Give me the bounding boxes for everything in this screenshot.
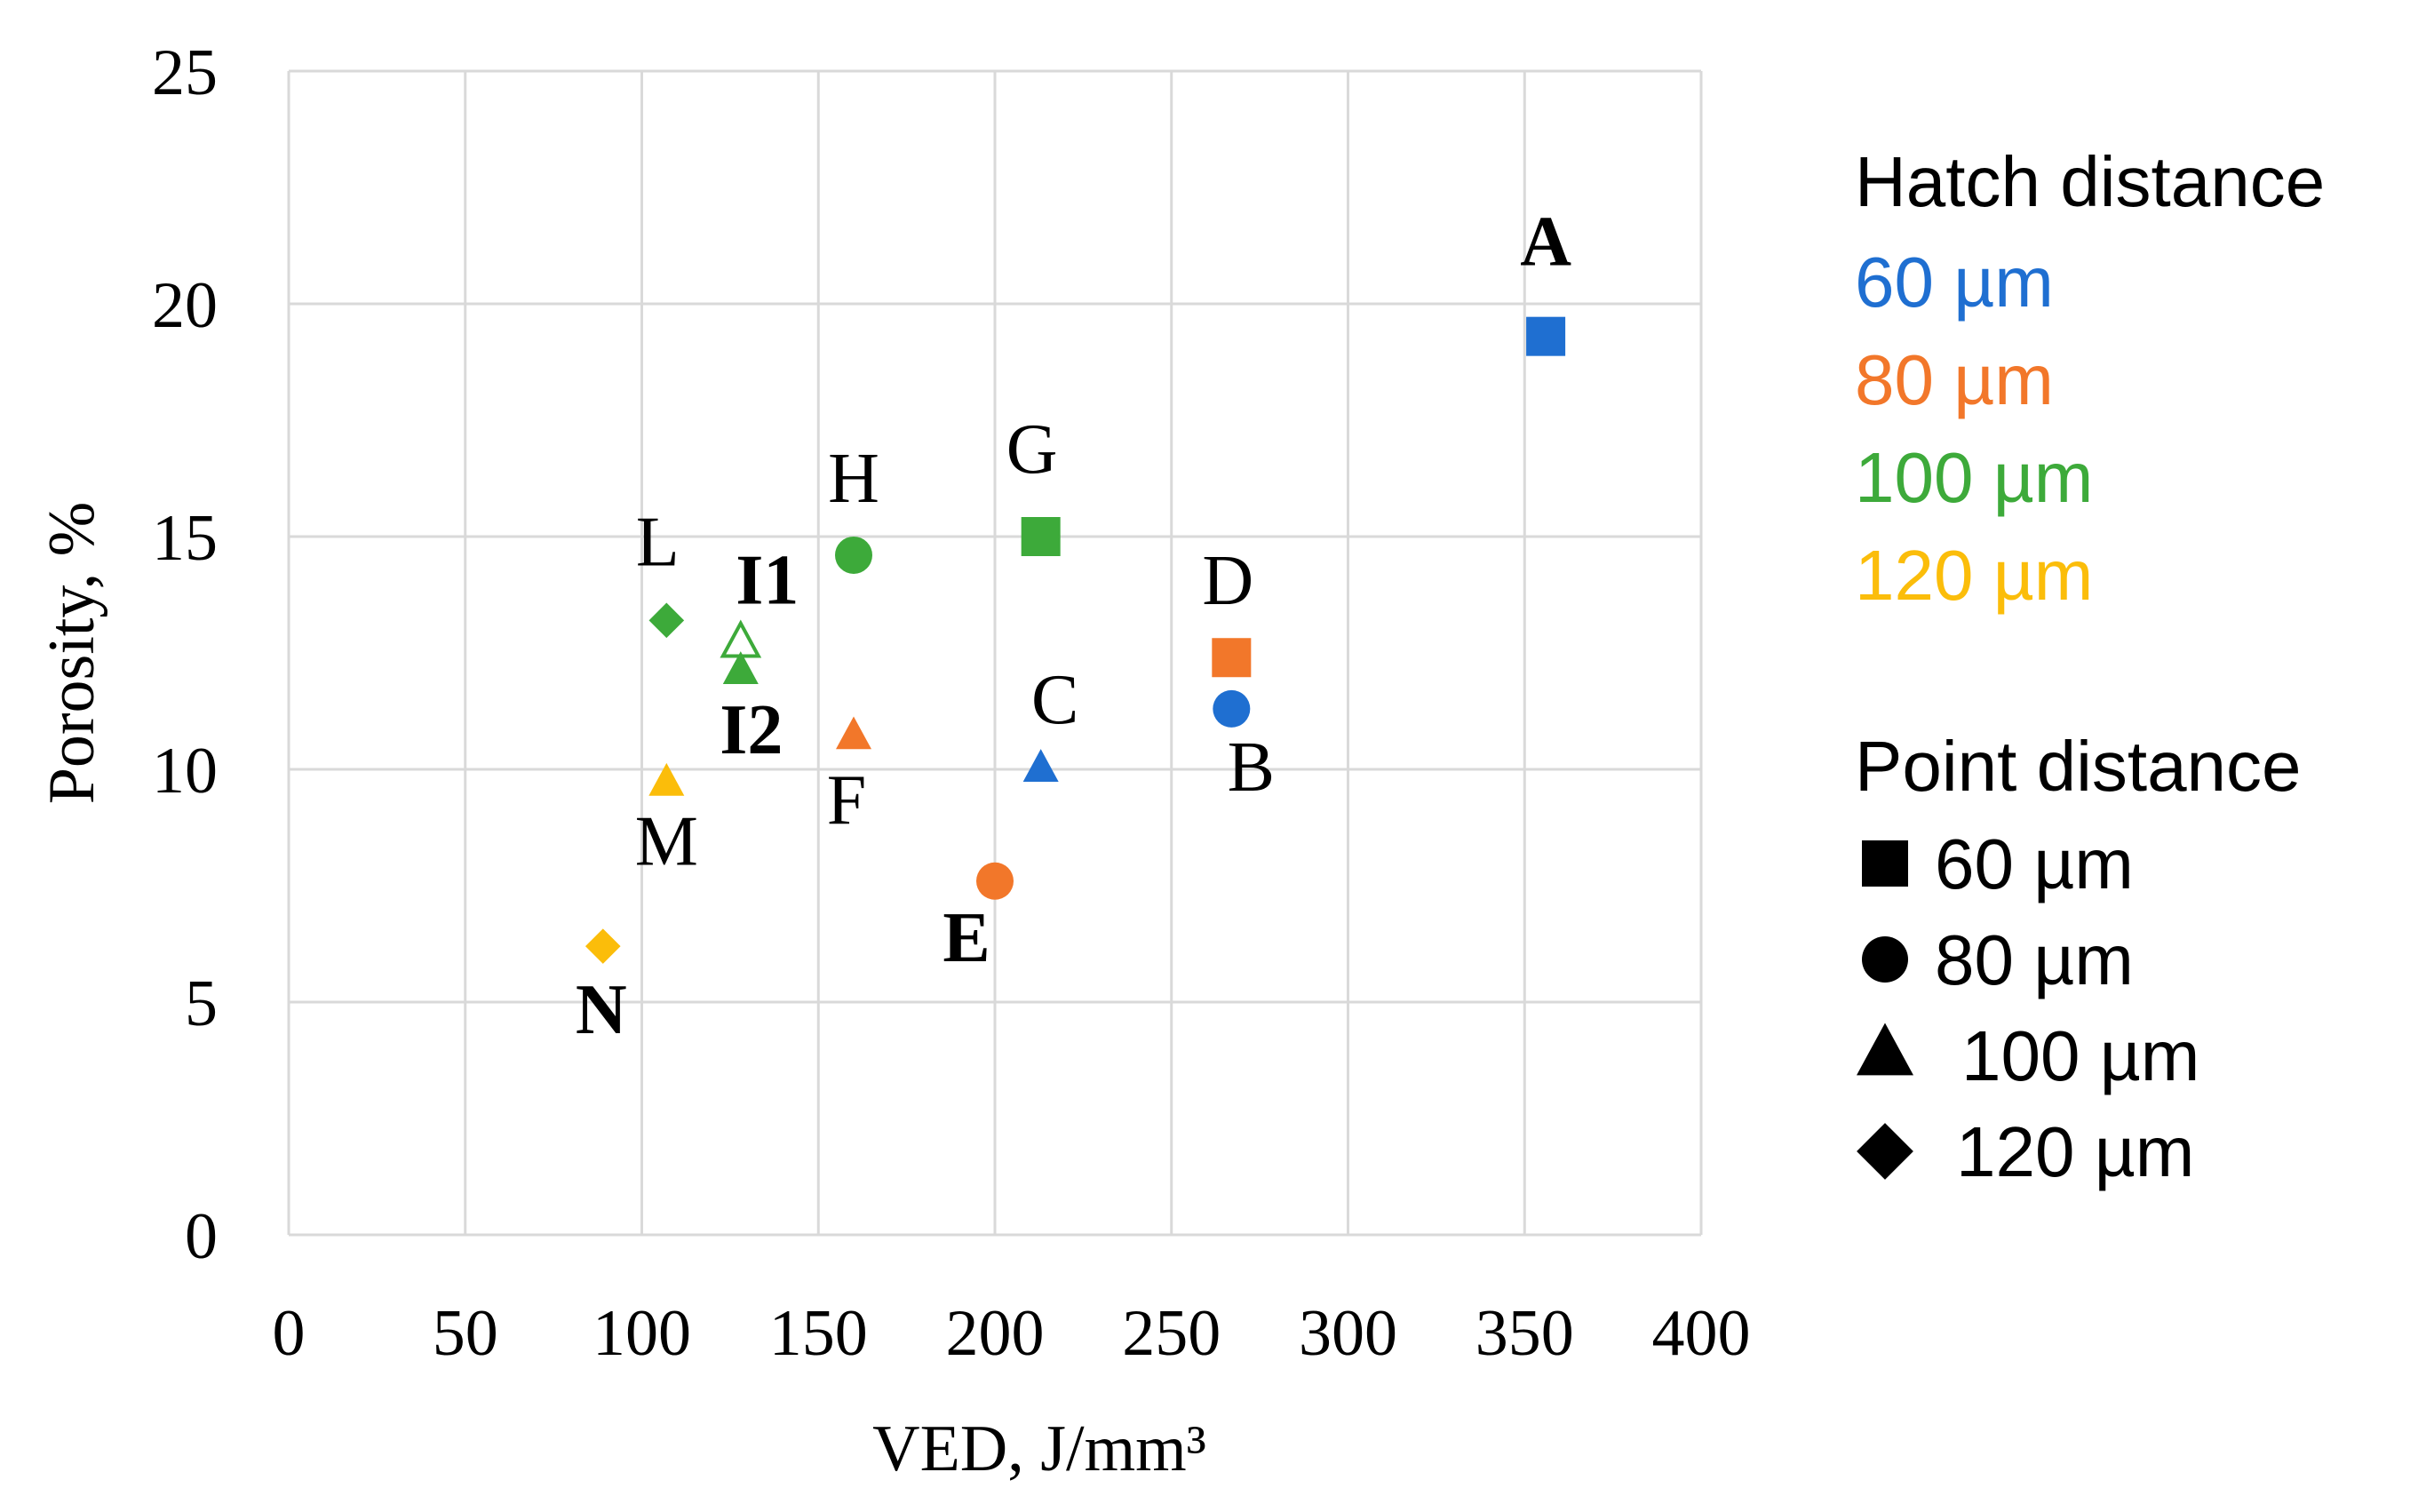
- point-label-l: L: [636, 503, 680, 581]
- x-tick-label: 400: [1652, 1297, 1751, 1370]
- point-label-e: E: [943, 899, 990, 977]
- point-l-marker: [648, 602, 685, 639]
- legend-hatch-entry: 60 µm: [1855, 243, 2054, 322]
- y-tick-label: 20: [152, 269, 218, 342]
- legend-point-entry: 80 µm: [1935, 920, 2134, 999]
- point-e-marker: [976, 862, 1014, 900]
- point-label-c: C: [1031, 661, 1078, 739]
- x-tick-label: 0: [273, 1297, 306, 1370]
- legend-point-entry: 60 µm: [1935, 824, 2134, 903]
- x-tick-label: 250: [1122, 1297, 1221, 1370]
- x-axis-label: VED, J/mm³: [872, 1413, 1206, 1485]
- y-tick-label: 0: [185, 1200, 218, 1273]
- point-label-b: B: [1228, 728, 1275, 807]
- point-label-f: F: [827, 761, 867, 840]
- legend-square-icon: [1862, 840, 1908, 887]
- x-tick-labels: 0 50 100 150 200 250 300 350 400: [273, 1297, 1751, 1370]
- legend-hatch-entries: 60 µm 80 µm 100 µm 120 µm: [1855, 243, 2093, 615]
- legend-point-title: Point distance: [1855, 727, 2302, 806]
- y-tick-label: 10: [152, 735, 218, 808]
- point-c-marker: [1022, 749, 1059, 782]
- legend-hatch-title: Hatch distance: [1855, 142, 2325, 221]
- legend-hatch-entry: 80 µm: [1855, 340, 2054, 419]
- x-tick-label: 300: [1299, 1297, 1397, 1370]
- legend-point-entries: 60 µm 80 µm 100 µm 120 µm: [1857, 824, 2199, 1191]
- legend-hatch-entry: 120 µm: [1855, 536, 2093, 615]
- legend: Hatch distance 60 µm 80 µm 100 µm 120 µm Po…: [1855, 142, 2325, 1191]
- x-tick-label: 350: [1475, 1297, 1574, 1370]
- y-tick-labels: 0 5 10 15 20 25: [152, 36, 218, 1273]
- point-label-a: A: [1520, 203, 1571, 282]
- x-tick-label: 50: [433, 1297, 498, 1370]
- point-i2-marker: [722, 651, 759, 684]
- x-tick-label: 100: [593, 1297, 691, 1370]
- point-g-marker: [1021, 517, 1061, 556]
- gridlines: [287, 69, 1703, 1237]
- point-label-i2: I2: [720, 691, 783, 769]
- legend-point-entry: 120 µm: [1956, 1112, 2194, 1191]
- legend-point-entry: 100 µm: [1961, 1016, 2199, 1095]
- point-i1-marker: [720, 619, 762, 658]
- legend-triangle-icon: [1857, 1023, 1913, 1076]
- point-label-d: D: [1202, 542, 1253, 620]
- y-tick-label: 15: [152, 502, 218, 575]
- point-label-m: M: [635, 803, 698, 881]
- y-tick-label: 5: [185, 967, 218, 1040]
- legend-circle-icon: [1862, 936, 1908, 983]
- point-h-marker: [835, 536, 872, 574]
- point-a-marker: [1526, 316, 1566, 356]
- y-axis-label: Porosity, %: [36, 502, 108, 805]
- point-label-h: H: [828, 440, 879, 518]
- point-label-g: G: [1006, 410, 1058, 489]
- point-f-marker: [836, 716, 871, 750]
- y-tick-label: 25: [152, 36, 218, 109]
- x-tick-label: 200: [946, 1297, 1045, 1370]
- legend-diamond-icon: [1857, 1123, 1913, 1180]
- point-b-marker: [1213, 689, 1251, 728]
- point-d-marker: [1212, 638, 1252, 678]
- point-labels: A B C D EF G H I1 I2 L M N: [576, 203, 1571, 1049]
- data-points: [585, 316, 1566, 964]
- x-tick-label: 150: [769, 1297, 868, 1370]
- legend-hatch-entry: 100 µm: [1855, 438, 2093, 517]
- point-m-marker: [648, 762, 685, 796]
- point-label-n: N: [576, 971, 627, 1049]
- point-label-i1: I1: [736, 542, 799, 620]
- point-n-marker: [585, 928, 621, 964]
